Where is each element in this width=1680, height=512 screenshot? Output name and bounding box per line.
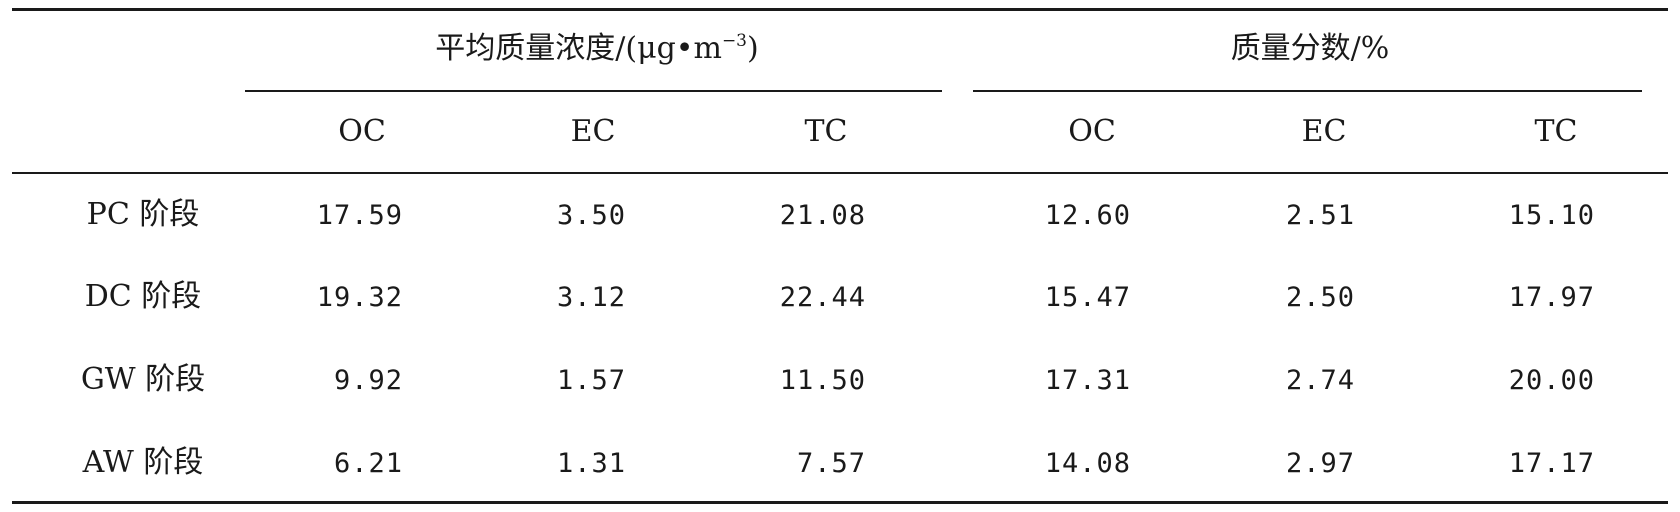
row-label: AW 阶段 [82,445,204,480]
table-cell: 3.50 [556,200,626,231]
header-bottom-rule [12,172,1668,174]
table-cell: 1.57 [556,365,626,396]
column-header: EC [1301,114,1347,149]
row-label: PC 阶段 [86,197,200,232]
table-cell: 14.08 [1044,448,1131,479]
table-cell: 3.12 [556,282,626,313]
column-header: OC [338,114,386,149]
table-cell: 2.74 [1285,365,1355,396]
table-cell: 17.31 [1044,365,1131,396]
table-cell: 11.50 [779,365,866,396]
header-concentration-group: 平均质量浓度/(μg•m−3) [435,31,759,66]
concentration-group-rule [245,90,942,92]
fraction-group-rule [973,90,1642,92]
table-cell: 22.44 [779,282,866,313]
table-cell: 2.97 [1285,448,1355,479]
table-cell: 7.57 [796,448,866,479]
header-fraction-group: 质量分数/% [1230,31,1390,66]
row-label: DC 阶段 [84,279,202,314]
table-cell: 20.00 [1508,365,1595,396]
table-cell: 17.59 [316,200,403,231]
table-cell: 21.08 [779,200,866,231]
column-header: EC [570,114,616,149]
bottom-rule [12,501,1668,504]
table-cell: 2.51 [1285,200,1355,231]
column-header: OC [1068,114,1116,149]
table-cell: 6.21 [333,448,403,479]
table-cell: 12.60 [1044,200,1131,231]
table-cell: 2.50 [1285,282,1355,313]
table-cell: 15.10 [1508,200,1595,231]
table-cell: 15.47 [1044,282,1131,313]
table-cell: 1.31 [556,448,626,479]
table-cell: 17.97 [1508,282,1595,313]
table-cell: 19.32 [316,282,403,313]
column-header: TC [1534,114,1578,149]
table-cell: 9.92 [333,365,403,396]
table-cell: 17.17 [1508,448,1595,479]
top-rule [12,8,1668,11]
column-header: TC [804,114,848,149]
row-label: GW 阶段 [80,362,206,397]
